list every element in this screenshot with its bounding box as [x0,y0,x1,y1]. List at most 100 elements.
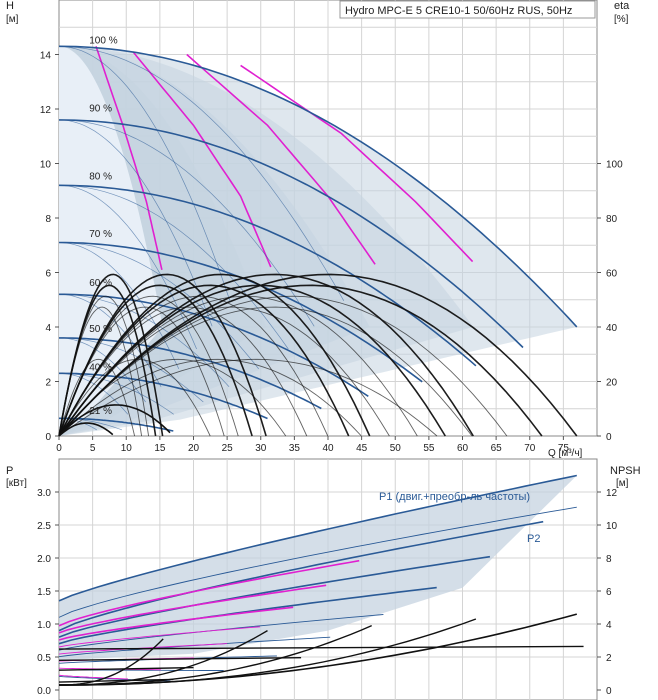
efficiency-curve [58,284,350,437]
x-tick-label: 70 [524,443,536,454]
head-curve-60pct [59,293,369,397]
efficiency-curve-low [58,422,114,437]
speed-boundary-lines [95,46,474,270]
y-axis-label-h: H [6,0,14,12]
y-tick-label: 4 [45,323,51,334]
boundary-line [132,51,272,268]
speed-label: 60 % [89,278,112,289]
x-tick-label: 40 [322,443,334,454]
head-curve-partial [58,337,204,403]
y-tick-label: 0 [45,432,51,443]
efficiency-curve [58,306,473,437]
p2-label: P2 [527,533,540,545]
head-curve-partial [58,293,162,387]
power-curve [58,586,437,645]
y-axis-label-npsh: NPSH [610,465,641,477]
speed-label: 90 % [89,103,112,114]
y-axis-unit-eta: [%] [614,14,629,25]
efficiency-curve [58,284,543,437]
y-axis-label-p: P [6,465,13,477]
head-curve-partial [58,119,315,327]
efficiency-curve [58,284,446,437]
boundary-line [95,46,163,270]
head-curve-partial [58,119,213,327]
p1-label: P1 (двиг.+преобр-ль частоты) [379,491,530,503]
p2-curve [58,506,577,618]
x-tick-label: 35 [289,443,301,454]
efficiency-curve [58,358,438,437]
head-efficiency-chart: 100 % 90 % 80 % 70 % 60 % 50 % 40 % 21 % 0 5 10 15… [6,0,630,459]
chart-title: Hydro MPC-E 5 CRE10-1 50/60Hz RUS, 50Hz [345,5,572,17]
y2-tick-label: 0 [606,686,612,697]
y-tick-label: 3.0 [37,488,51,499]
speed-label: 70 % [89,229,112,240]
y2-tick-label: 2 [606,653,612,664]
y2-tick-label: 12 [606,488,618,499]
power-npsh-chart: 0.0 0.5 1.0 1.5 2.0 2.5 3.0 0 2 4 6 8 10 12 P [кВт] N… [6,458,641,700]
y2-tick-label: 100 [606,160,623,171]
head-curve-partial [58,45,231,301]
power-curve-limit [58,584,327,634]
y2-tick-label: 60 [606,269,618,280]
efficiency-curve [58,295,329,437]
power-curve-limit [58,626,261,648]
power-curve-limit [58,674,129,680]
y-tick-label: 2.0 [37,554,51,565]
y-tick-label: 14 [40,51,52,62]
npsh-low-line [58,666,194,671]
y-tick-label: 0.5 [37,653,51,664]
speed-label: 50 % [89,324,112,335]
y-axis-label-eta: eta [614,0,630,12]
efficiency-curves [58,273,578,437]
efficiency-curve [58,273,578,437]
head-curve-partial [58,45,345,301]
x-tick-label: 15 [154,443,166,454]
power-curves [58,474,584,686]
x-axis-label: Q [м³/ч] [548,448,583,459]
y-tick-label: 10 [40,160,52,171]
speed-label: 100 % [89,35,117,46]
head-curve-partial [58,372,174,415]
efficiency-curve [58,284,253,437]
head-curve-100pct [58,45,578,328]
efficiency-curve [58,358,362,437]
y-tick-label: 2 [45,378,51,389]
y-tick-label: 12 [40,105,52,116]
y-tick-label: 1.5 [37,587,51,598]
efficiency-curve [58,306,308,437]
speed-label: 40 % [89,362,112,373]
x-tick-label: 45 [356,443,368,454]
npsh-low-line [58,645,584,650]
head-curve-90pct [58,119,524,349]
speed-label: 21 % [89,406,112,417]
y-tick-label: 0.0 [37,686,51,697]
efficiency-curve [58,306,390,437]
boundary-line [240,64,474,263]
y-tick-label: 2.5 [37,521,51,532]
power-curve-limit [58,606,294,641]
efficiency-curve [58,358,136,437]
efficiency-curve-low [58,404,171,437]
y2-tick-label: 20 [606,378,618,389]
x-tick-label: 50 [390,443,402,454]
head-curve-40pct [59,372,268,420]
y-axis-unit-npsh: [м] [616,478,629,489]
y2-tick-label: 80 [606,214,618,225]
y2-tick-label: 10 [606,521,618,532]
efficiency-curve [58,295,508,437]
x-tick-label: 25 [222,443,234,454]
x-tick-label: 60 [457,443,469,454]
y2-tick-label: 8 [606,554,612,565]
y-axis-unit-p: [кВт] [6,478,27,489]
npsh-low-line [58,678,174,683]
speed-label: 80 % [89,172,112,183]
x-tick-label: 75 [558,443,570,454]
y2-tick-label: 0 [606,432,612,443]
p1-curve [58,474,577,602]
axes-bottom: 0.0 0.5 1.0 1.5 2.0 2.5 3.0 0 2 4 6 8 10 12 [37,488,617,697]
y-tick-label: 8 [45,214,51,225]
y2-tick-label: 6 [606,587,612,598]
head-curve-partial [59,417,123,431]
boundary-line [186,53,376,265]
